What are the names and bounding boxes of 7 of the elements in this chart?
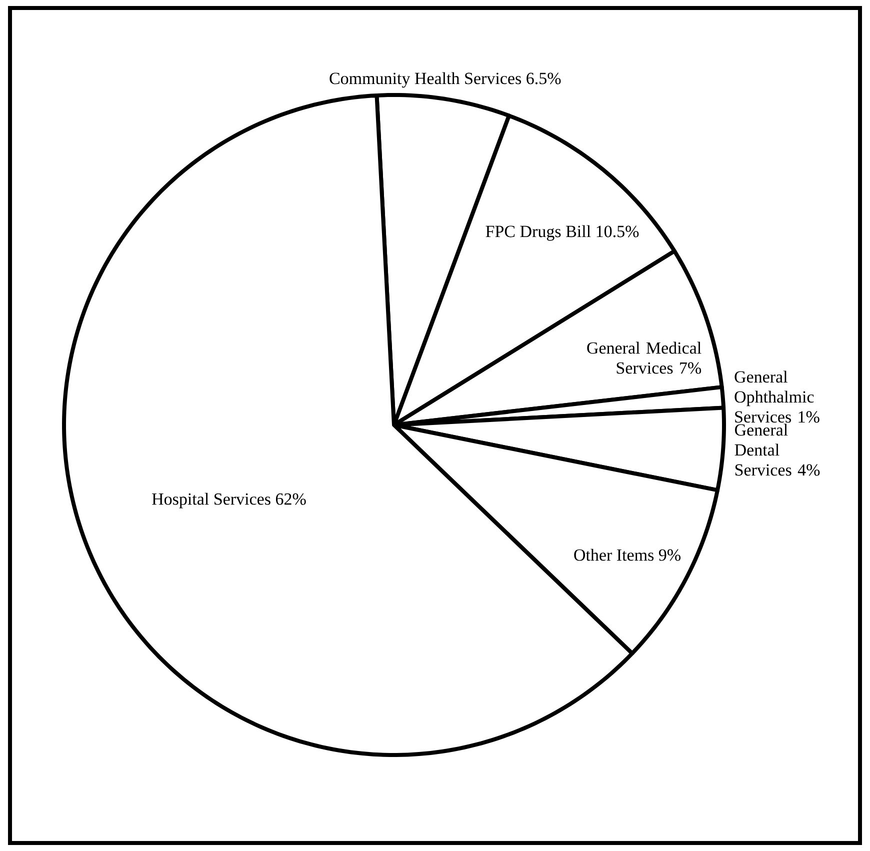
slice-label: FPC Drugs Bill 10.5% bbox=[486, 225, 639, 241]
slice-label: General Medical Services 7% bbox=[587, 342, 702, 374]
slice-label: General Ophthalmic Services 1% bbox=[734, 370, 820, 423]
slice-label: Community Health Services 6.5% bbox=[330, 72, 561, 88]
slice-label: General Dental Services 4% bbox=[734, 424, 820, 476]
slice-label: Other Items 9% bbox=[574, 548, 680, 561]
slice-label: Hospital Services 62% bbox=[152, 492, 306, 508]
